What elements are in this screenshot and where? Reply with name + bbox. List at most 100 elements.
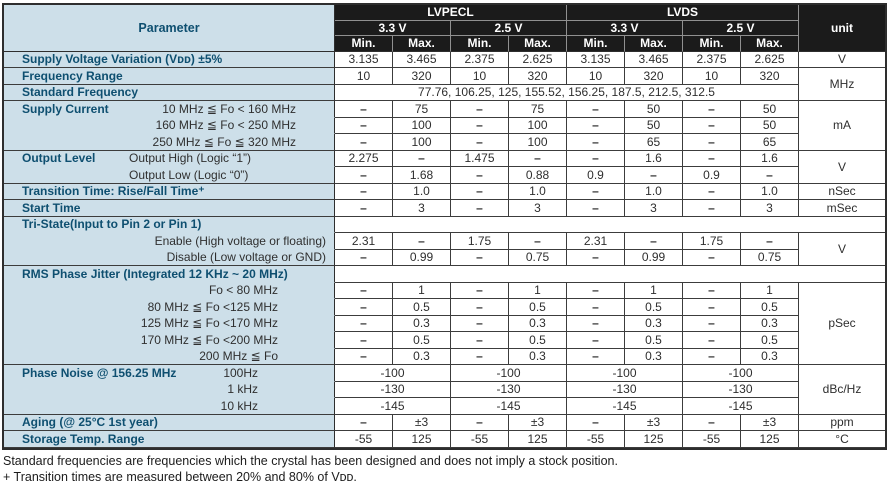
- value-cell: 100: [509, 134, 567, 151]
- param-label: Output Level: [22, 151, 96, 166]
- unit-cell: mA: [799, 101, 885, 151]
- value-cell: –: [451, 183, 509, 200]
- value-cell: 50: [625, 117, 683, 134]
- table-header: Parameter LVPECL LVDS unit 3.3 V 2.5 V 3…: [4, 5, 885, 52]
- param-sublabel: 10 kHz: [220, 398, 258, 413]
- table-row: Tri-State(Input to Pin 2 or Pin 1): [4, 216, 885, 233]
- value-cell: –: [567, 150, 625, 167]
- value-cell: –: [335, 315, 393, 332]
- unit-header: unit: [799, 5, 885, 52]
- value-cell: –: [335, 117, 393, 134]
- max-header: Max.: [509, 36, 567, 52]
- value-cell: 2.375: [683, 51, 741, 68]
- value-cell: 65: [625, 134, 683, 151]
- value-cell: –: [335, 183, 393, 200]
- value-cell: -55: [567, 431, 625, 448]
- value-cell: –: [567, 249, 625, 266]
- value-cell: 3.465: [393, 51, 451, 68]
- param-sublabel: Disable (Low voltage or GND): [166, 250, 326, 265]
- value-cell: 2.625: [509, 51, 567, 68]
- voltage-header: 2.5 V: [683, 20, 799, 36]
- value-cell: 0.3: [741, 315, 799, 332]
- parameter-cell: Disable (Low voltage or GND): [4, 249, 335, 266]
- max-header: Max.: [625, 36, 683, 52]
- value-cell: 0.5: [741, 332, 799, 349]
- value-cell: -130: [451, 381, 567, 398]
- value-cell: 75: [393, 101, 451, 118]
- parameter-cell: 10 kHz: [4, 398, 335, 415]
- value-cell: -55: [335, 431, 393, 448]
- value-cell: –: [683, 134, 741, 151]
- value-cell: 1.75: [451, 233, 509, 250]
- value-cell: –: [683, 348, 741, 365]
- value-cell: –: [567, 282, 625, 299]
- value-cell: -55: [451, 431, 509, 448]
- value-cell: -145: [683, 398, 799, 415]
- parameter-cell: Output Level Output High (Logic “1”): [4, 150, 335, 167]
- value-cell: 3: [625, 200, 683, 217]
- param-label: Supply Current: [22, 101, 109, 116]
- value-cell: –: [451, 282, 509, 299]
- table-row: Supply Current 10 MHz ≦ Fo < 160 MHz –75–7…: [4, 101, 885, 151]
- parameter-cell: 1 kHz: [4, 381, 335, 398]
- header-row-minmax: Min. Max. Min. Max. Min. Max. Min. Max.: [4, 36, 885, 52]
- value-cell: 65: [741, 134, 799, 151]
- min-header: Min.: [683, 36, 741, 52]
- value-cell: 1.68: [393, 167, 451, 184]
- parameter-cell: Start Time: [4, 200, 335, 217]
- value-cell: –: [451, 117, 509, 134]
- value-cell: 0.9: [683, 167, 741, 184]
- value-cell: 77.76, 106.25, 125, 155.52, 156.25, 187.…: [335, 84, 799, 101]
- value-cell: –: [567, 332, 625, 349]
- param-label: Storage Temp. Range: [22, 431, 145, 446]
- value-cell: 1.0: [625, 183, 683, 200]
- footnotes: Standard frequencies are frequencies whi…: [2, 453, 887, 485]
- unit-cell: mSec: [799, 200, 885, 217]
- value-cell: ±3: [509, 414, 567, 431]
- param-label: Phase Noise @ 156.25 MHz: [22, 365, 177, 380]
- param-sublabel: 250 MHz ≦ Fo ≦ 320 MHz: [152, 134, 296, 149]
- value-cell: –: [567, 200, 625, 217]
- value-cell: 125: [741, 431, 799, 448]
- value-cell: 0.3: [393, 348, 451, 365]
- value-cell: -130: [683, 381, 799, 398]
- param-sublabel: 160 MHz ≦ Fo < 250 MHz: [155, 118, 296, 133]
- value-cell: ±3: [625, 414, 683, 431]
- unit-cell: ppm: [799, 414, 885, 431]
- table-row: Transition Time: Rise/Fall Time⁺ –1.0–1.0…: [4, 183, 885, 200]
- parameter-cell: RMS Phase Jitter (Integrated 12 KHz ~ 20…: [4, 266, 335, 283]
- value-cell: 1.475: [451, 150, 509, 167]
- value-cell: 100: [393, 134, 451, 151]
- unit-cell: MHz: [799, 68, 885, 101]
- min-header: Min.: [451, 36, 509, 52]
- parameter-cell: Output Low (Logic “0”): [4, 167, 335, 184]
- value-cell: 125: [509, 431, 567, 448]
- value-cell: 1.6: [625, 150, 683, 167]
- value-cell: 0.5: [393, 299, 451, 316]
- table-row: Supply Voltage Variation (Vᴅᴅ) ±5% 3.135 3…: [4, 51, 885, 68]
- value-cell: 2.31: [335, 233, 393, 250]
- value-cell: 0.3: [741, 348, 799, 365]
- value-cell: –: [393, 150, 451, 167]
- datasheet-page: Parameter LVPECL LVDS unit 3.3 V 2.5 V 3…: [2, 3, 887, 485]
- value-cell: 3: [741, 200, 799, 217]
- param-sublabel: 170 MHz ≦ Fo <200 MHz: [140, 332, 278, 347]
- value-cell: 3: [509, 200, 567, 217]
- value-cell: –: [741, 167, 799, 184]
- value-cell: -100: [451, 365, 567, 382]
- value-cell: –: [625, 167, 683, 184]
- table-row: Aging (@ 25°C 1st year) – ±3– ±3– ±3– ±3 ppm: [4, 414, 885, 431]
- parameter-cell: 160 MHz ≦ Fo < 250 MHz: [4, 117, 335, 134]
- value-cell: 0.9: [567, 167, 625, 184]
- value-cell: 0.3: [625, 348, 683, 365]
- value-cell: –: [509, 150, 567, 167]
- value-cell: 0.3: [509, 348, 567, 365]
- parameter-cell: Storage Temp. Range: [4, 431, 335, 448]
- parameter-cell: Tri-State(Input to Pin 2 or Pin 1): [4, 216, 335, 233]
- param-label: Start Time: [22, 200, 81, 215]
- param-sublabel: Output High (Logic “1”): [129, 151, 252, 166]
- voltage-header: 3.3 V: [567, 20, 683, 36]
- value-cell: –: [567, 101, 625, 118]
- table-row: Disable (Low voltage or GND) –0.99–0.75–0…: [4, 249, 885, 266]
- value-cell: -100: [567, 365, 683, 382]
